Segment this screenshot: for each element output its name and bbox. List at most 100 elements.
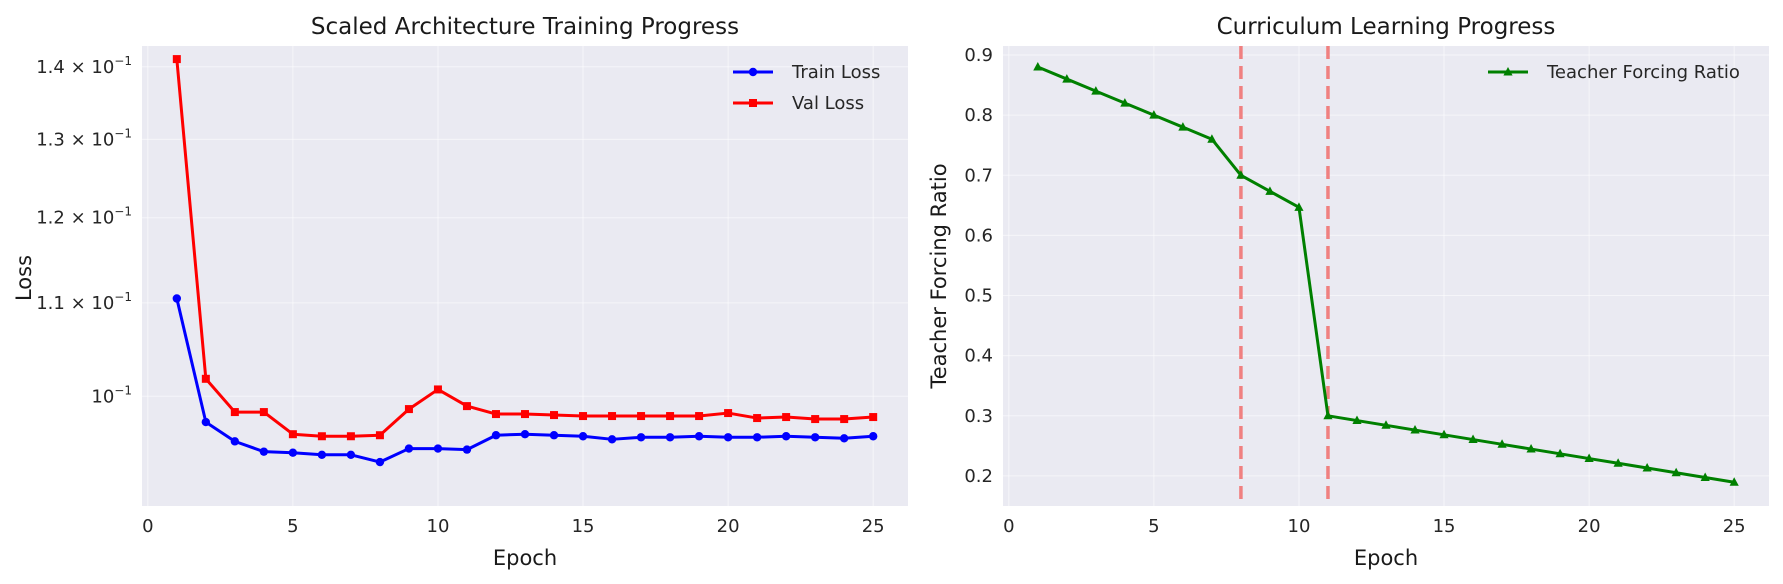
- teacher-forcing-data-point: [1062, 74, 1072, 83]
- teacher-forcing-x-tick-label: 25: [1723, 516, 1746, 537]
- loss-data-point: [579, 412, 588, 421]
- loss-data-point: [375, 431, 384, 440]
- loss-data-point: [521, 410, 529, 419]
- teacher-forcing-gridlines: [1003, 46, 1769, 506]
- teacher-forcing-data-point: [1323, 410, 1333, 420]
- loss-data-point: [317, 432, 326, 441]
- loss-data-point: [550, 411, 559, 420]
- loss-data-point: [839, 434, 849, 443]
- loss-x-tick-label: 25: [862, 516, 885, 537]
- loss-data-point: [578, 432, 588, 441]
- loss-x-tick-label: 5: [287, 516, 298, 537]
- teacher-forcing-data-point: [1033, 62, 1043, 71]
- loss-legend-label: Train Loss: [791, 62, 880, 83]
- teacher-forcing-x-tick-label: 20: [1578, 516, 1601, 537]
- loss-data-point: [375, 457, 385, 467]
- loss-legend-marker: [748, 67, 758, 77]
- loss-x-tick-label: 20: [717, 516, 740, 537]
- teacher-forcing-data-point: [1555, 448, 1565, 458]
- loss-data-point: [201, 417, 211, 427]
- teacher-forcing-x-tick-label: 0: [1003, 516, 1014, 537]
- teacher-forcing-y-tick-label: 0.2: [964, 466, 993, 487]
- loss-gridlines: [142, 46, 908, 506]
- loss-legend-label: Val Loss: [792, 93, 864, 114]
- loss-data-point: [636, 433, 646, 442]
- loss-data-point: [868, 432, 878, 441]
- teacher-forcing-chart-title: Curriculum Learning Progress: [1217, 14, 1556, 40]
- loss-y-ticks: 10−1 1.1 × 10−1 1.2 × 10−1 1.3 × 10−1 1.4 × …: [36, 54, 132, 408]
- loss-data-point: [840, 415, 849, 424]
- loss-data-point: [462, 402, 471, 411]
- teacher-forcing-data-point: [1410, 425, 1420, 434]
- loss-data-point: [869, 413, 878, 422]
- teacher-forcing-data-point: [1381, 420, 1391, 429]
- loss-data-point: [666, 412, 675, 421]
- loss-data-point: [346, 432, 355, 441]
- loss-data-point: [201, 374, 210, 383]
- loss-data-point: [665, 433, 675, 442]
- loss-y-tick-label: 1.2 × 10−1: [36, 205, 132, 229]
- loss-data-point: [172, 294, 182, 303]
- loss-data-point: [607, 435, 617, 444]
- teacher-forcing-data-point: [1120, 98, 1130, 107]
- loss-x-axis-label: Epoch: [493, 546, 557, 570]
- teacher-forcing-y-axis-label: Teacher Forcing Ratio: [927, 163, 951, 389]
- teacher-forcing-y-tick-label: 0.5: [964, 286, 993, 307]
- loss-data-point: [230, 437, 240, 446]
- loss-data-point: [404, 444, 414, 453]
- teacher-forcing-data-point: [1468, 434, 1478, 444]
- loss-data-point: [462, 445, 472, 454]
- loss-data-point: [724, 409, 733, 418]
- loss-data-point: [608, 412, 617, 421]
- teacher-forcing-data-point: [1613, 458, 1623, 467]
- loss-data-point: [259, 408, 268, 417]
- loss-data-point: [637, 412, 646, 421]
- teacher-forcing-plot-area: [1003, 46, 1769, 506]
- loss-x-tick-label: 0: [142, 516, 153, 537]
- teacher-forcing-y-ticks: 0.2 0.3 0.4 0.5 0.6 0.7 0.8 0.9: [964, 45, 993, 487]
- loss-data-point: [433, 385, 442, 394]
- loss-series-group: [172, 55, 878, 467]
- teacher-forcing-y-tick-label: 0.4: [964, 346, 993, 367]
- loss-y-tick-label: 1.4 × 10−1: [36, 54, 132, 78]
- teacher-forcing-data-point: [1294, 202, 1304, 211]
- loss-data-point: [782, 413, 791, 422]
- teacher-forcing-data-point: [1352, 415, 1362, 425]
- loss-data-point: [259, 447, 269, 456]
- teacher-forcing-data-point: [1236, 170, 1246, 179]
- teacher-forcing-series-group: [1033, 62, 1739, 486]
- loss-data-point: [288, 430, 297, 439]
- teacher-forcing-data-point: [1439, 429, 1449, 439]
- teacher-forcing-y-tick-label: 0.8: [964, 105, 993, 126]
- teacher-forcing-data-point: [1091, 86, 1101, 95]
- loss-y-tick-label: 1.1 × 10−1: [36, 290, 132, 314]
- loss-data-point: [491, 410, 500, 419]
- loss-data-point: [520, 430, 530, 439]
- teacher-forcing-data-point: [1671, 467, 1681, 477]
- teacher-forcing-data-point: [1642, 462, 1652, 472]
- loss-chart-title: Scaled Architecture Training Progress: [311, 14, 739, 40]
- teacher-forcing-x-tick-label: 15: [1433, 516, 1456, 537]
- loss-data-point: [695, 412, 704, 421]
- loss-x-tick-label: 10: [427, 516, 450, 537]
- loss-data-point: [753, 414, 762, 423]
- teacher-forcing-y-tick-label: 0.3: [964, 406, 993, 427]
- loss-y-tick-label: 10−1: [91, 383, 132, 407]
- teacher-forcing-legend: Teacher Forcing Ratio: [1488, 62, 1740, 83]
- loss-data-point: [404, 405, 413, 414]
- loss-data-point: [491, 431, 501, 440]
- teacher-forcing-legend-marker: [1503, 67, 1513, 76]
- teacher-forcing-x-tick-label: 5: [1148, 516, 1159, 537]
- loss-y-tick-label: 1.3 × 10−1: [36, 126, 132, 150]
- loss-data-point: [433, 444, 443, 453]
- teacher-forcing-x-ticks: 0 5 10 15 20 25: [1003, 516, 1746, 537]
- loss-chart-panel: 0 5 10 15 20 25 10−1 1.1 × 10−1 1.2 × 10−1 1.3 ×…: [12, 14, 908, 570]
- loss-x-tick-label: 15: [572, 516, 595, 537]
- loss-data-point: [811, 415, 820, 424]
- loss-data-point: [317, 450, 327, 459]
- loss-data-point: [346, 450, 356, 459]
- teacher-forcing-data-point: [1729, 477, 1739, 486]
- teacher-forcing-y-tick-label: 0.7: [964, 165, 993, 186]
- teacher-forcing-data-point: [1149, 110, 1159, 119]
- teacher-forcing-y-tick-label: 0.6: [964, 225, 993, 246]
